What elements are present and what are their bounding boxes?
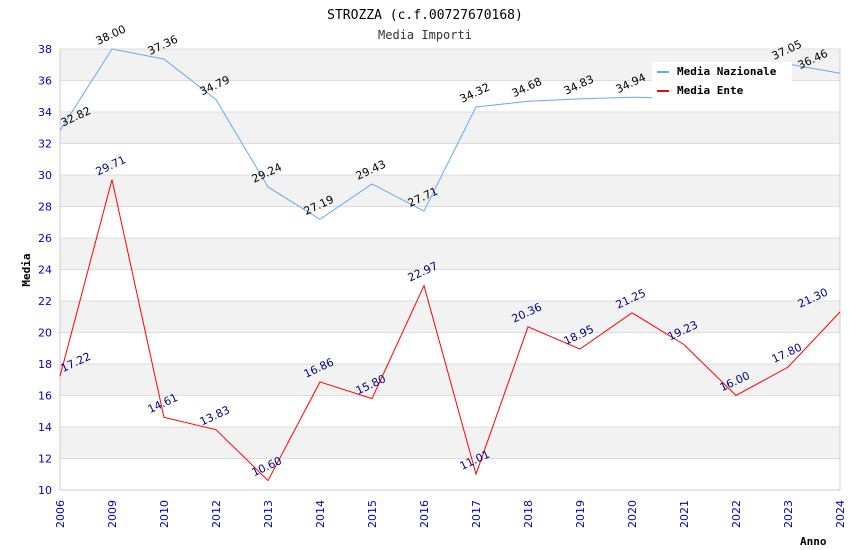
y-tick-label: 16 xyxy=(38,390,52,403)
y-tick-label: 30 xyxy=(38,169,52,182)
grid-band xyxy=(60,332,840,364)
x-axis-label: Anno xyxy=(800,535,827,548)
legend-label-ente: Media Ente xyxy=(677,84,744,97)
x-tick-label: 2009 xyxy=(106,500,119,528)
grid-band xyxy=(60,175,840,207)
x-tick-label: 2014 xyxy=(314,500,327,528)
chart-subtitle: Media Importi xyxy=(378,28,472,42)
x-tick-label: 2006 xyxy=(54,500,67,528)
chart-title: STROZZA (c.f.00727670168) xyxy=(327,8,523,23)
y-tick-label: 34 xyxy=(38,106,52,119)
y-tick-label: 28 xyxy=(38,201,52,214)
x-tick-label: 2019 xyxy=(574,500,587,528)
x-tick-label: 2020 xyxy=(626,500,639,528)
x-tick-label: 2017 xyxy=(470,500,483,528)
grid-band xyxy=(60,112,840,144)
x-tick-label: 2016 xyxy=(418,500,431,528)
grid-band xyxy=(60,238,840,270)
x-tick-label: 2024 xyxy=(834,500,847,528)
grid-band xyxy=(60,301,840,333)
y-tick-label: 12 xyxy=(38,453,52,466)
grid-band xyxy=(60,206,840,238)
legend-label-nazionale: Media Nazionale xyxy=(677,65,777,78)
data-label: 38.00 xyxy=(94,23,128,48)
y-tick-label: 14 xyxy=(38,421,52,434)
grid-band xyxy=(60,395,840,427)
x-tick-label: 2015 xyxy=(366,500,379,528)
y-tick-label: 24 xyxy=(38,264,52,277)
x-tick-label: 2010 xyxy=(158,500,171,528)
y-tick-label: 38 xyxy=(38,43,52,56)
y-tick-label: 26 xyxy=(38,232,52,245)
x-tick-label: 2021 xyxy=(678,500,691,528)
x-tick-label: 2022 xyxy=(730,500,743,528)
y-tick-label: 18 xyxy=(38,358,52,371)
y-tick-label: 32 xyxy=(38,138,52,151)
y-tick-label: 36 xyxy=(38,75,52,88)
series-line-ente xyxy=(59,179,841,482)
y-tick-label: 20 xyxy=(38,327,52,340)
grid-band xyxy=(60,427,840,459)
grid-band xyxy=(60,269,840,301)
y-tick-label: 10 xyxy=(38,484,52,497)
legend: Media Nazionale Media Ente xyxy=(652,62,792,100)
x-tick-label: 2013 xyxy=(262,500,275,528)
x-tick-label: 2012 xyxy=(210,500,223,528)
y-tick-label: 22 xyxy=(38,295,52,308)
y-axis-label: Media xyxy=(20,253,33,286)
x-tick-label: 2018 xyxy=(522,500,535,528)
x-tick-label: 2023 xyxy=(782,500,795,528)
grid-band xyxy=(60,458,840,490)
